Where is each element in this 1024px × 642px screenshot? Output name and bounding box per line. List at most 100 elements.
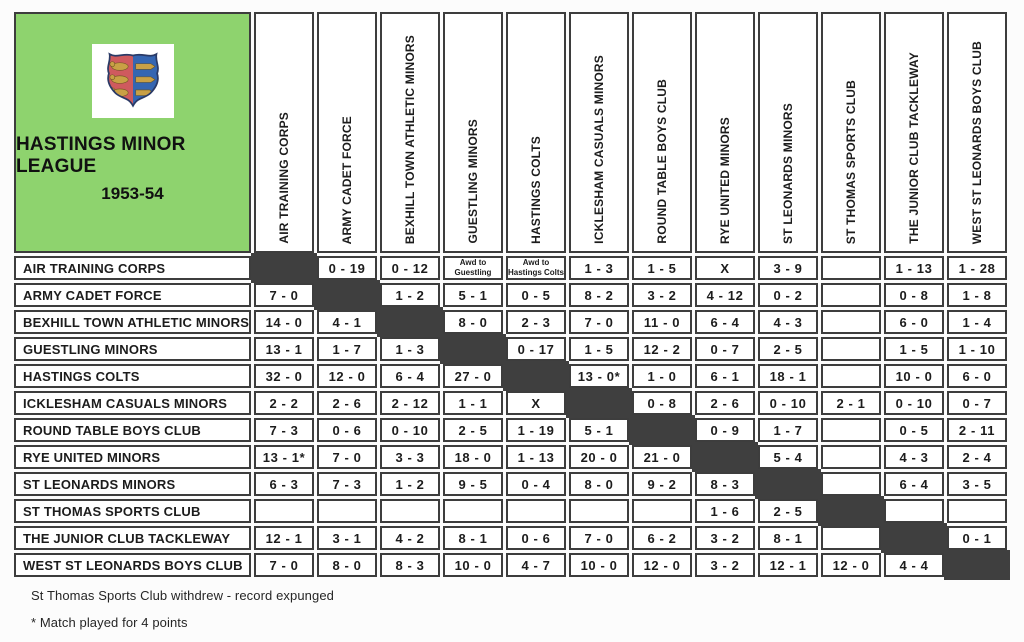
blank-result-cell: [821, 445, 881, 469]
row-team-label: HASTINGS COLTS: [23, 368, 140, 384]
result-cell: 8 - 0: [443, 310, 503, 334]
result-cell: 7 - 0: [254, 553, 314, 577]
result-cell: 2 - 1: [821, 391, 881, 415]
result-cell: 2 - 4: [947, 445, 1007, 469]
league-header-cell: HASTINGS MINOR LEAGUE 1953-54: [14, 12, 251, 253]
league-title: HASTINGS MINOR LEAGUE: [16, 134, 186, 177]
result-cell: 8 - 1: [443, 526, 503, 550]
result-cell: 6 - 4: [380, 364, 440, 388]
result-cell: 1 - 19: [506, 418, 566, 442]
diagonal-cell: [569, 391, 629, 415]
row-header: BEXHILL TOWN ATHLETIC MINORS: [14, 310, 251, 334]
blank-result-cell: [506, 499, 566, 523]
footnotes: St Thomas Sports Club withdrew - record …: [31, 588, 1007, 630]
result-cell: 3 - 1: [317, 526, 377, 550]
result-cell: 1 - 8: [947, 283, 1007, 307]
row-team-label: AIR TRAINING CORPS: [23, 260, 166, 276]
result-cell: 0 - 2: [758, 283, 818, 307]
blank-result-cell: [821, 337, 881, 361]
result-cell: 12 - 0: [632, 553, 692, 577]
diagonal-cell: [884, 526, 944, 550]
result-cell: 12 - 1: [254, 526, 314, 550]
diagonal-cell: [947, 553, 1007, 577]
result-cell: 8 - 3: [380, 553, 440, 577]
result-cell: 6 - 4: [695, 310, 755, 334]
column-header: GUESTLING MINORS: [443, 12, 503, 253]
row-team-label: GUESTLING MINORS: [23, 341, 158, 357]
row-header: THE JUNIOR CLUB TACKLEWAY: [14, 526, 251, 550]
column-header: ARMY CADET FORCE: [317, 12, 377, 253]
result-cell: 11 - 0: [632, 310, 692, 334]
row-header: GUESTLING MINORS: [14, 337, 251, 361]
note-asterisk: * Match played for 4 points: [31, 615, 188, 630]
result-cell: 9 - 5: [443, 472, 503, 496]
result-cell: 10 - 0: [884, 364, 944, 388]
blank-result-cell: [254, 499, 314, 523]
result-cell: 7 - 3: [317, 472, 377, 496]
blank-result-cell: [443, 499, 503, 523]
result-cell: 27 - 0: [443, 364, 503, 388]
diagonal-cell: [254, 256, 314, 280]
result-cell: 14 - 0: [254, 310, 314, 334]
column-team-label: ST THOMAS SPORTS CLUB: [844, 79, 858, 244]
blank-result-cell: [380, 499, 440, 523]
result-cell: 2 - 5: [758, 499, 818, 523]
result-cell: 1 - 4: [947, 310, 1007, 334]
result-cell: 2 - 5: [758, 337, 818, 361]
result-cell: 10 - 0: [569, 553, 629, 577]
diagonal-cell: [506, 364, 566, 388]
row-team-label: ARMY CADET FORCE: [23, 287, 162, 303]
column-team-label: RYE UNITED MINORS: [718, 117, 732, 244]
league-crest: [91, 44, 174, 118]
result-cell: 0 - 1: [947, 526, 1007, 550]
blank-result-cell: [821, 310, 881, 334]
column-team-label: BEXHILL TOWN ATHLETIC MINORS: [403, 34, 417, 244]
blank-result-cell: [632, 499, 692, 523]
diagonal-cell: [695, 445, 755, 469]
result-cell: 2 - 6: [695, 391, 755, 415]
result-cell: 5 - 1: [569, 418, 629, 442]
result-cell: 1 - 6: [695, 499, 755, 523]
result-cell: 4 - 2: [380, 526, 440, 550]
row-team-label: ICKLESHAM CASUALS MINORS: [23, 395, 228, 411]
awarded-result-cell: Awd to Guestling: [443, 256, 503, 280]
blank-result-cell: [884, 499, 944, 523]
result-cell: 0 - 12: [380, 256, 440, 280]
column-team-label: GUESTLING MINORS: [466, 119, 480, 244]
result-cell: 1 - 7: [758, 418, 818, 442]
awarded-result-cell: Awd to Hastings Colts: [506, 256, 566, 280]
result-cell: 2 - 6: [317, 391, 377, 415]
result-cell: 0 - 6: [506, 526, 566, 550]
column-team-label: WEST ST LEONARDS BOYS CLUB: [970, 40, 984, 244]
result-cell: 21 - 0: [632, 445, 692, 469]
result-cell: 3 - 2: [695, 526, 755, 550]
result-cell: 5 - 1: [443, 283, 503, 307]
column-header: AIR TRAINING CORPS: [254, 12, 314, 253]
result-cell: 12 - 0: [821, 553, 881, 577]
hastings-crest-icon: [106, 52, 159, 108]
result-cell: 1 - 2: [380, 472, 440, 496]
result-cell: 1 - 28: [947, 256, 1007, 280]
row-header: RYE UNITED MINORS: [14, 445, 251, 469]
result-cell: 6 - 4: [884, 472, 944, 496]
column-header: WEST ST LEONARDS BOYS CLUB: [947, 12, 1007, 253]
result-cell: 9 - 2: [632, 472, 692, 496]
diagonal-cell: [821, 499, 881, 523]
column-header: ROUND TABLE BOYS CLUB: [632, 12, 692, 253]
result-cell: 6 - 0: [884, 310, 944, 334]
blank-result-cell: [821, 418, 881, 442]
row-team-label: RYE UNITED MINORS: [23, 449, 161, 465]
result-cell: 1 - 3: [569, 256, 629, 280]
result-cell: 0 - 8: [632, 391, 692, 415]
result-cell: 12 - 0: [317, 364, 377, 388]
result-cell: 4 - 1: [317, 310, 377, 334]
column-header: ICKLESHAM CASUALS MINORS: [569, 12, 629, 253]
result-cell: 0 - 10: [758, 391, 818, 415]
result-cell: 5 - 4: [758, 445, 818, 469]
column-team-label: ICKLESHAM CASUALS MINORS: [592, 55, 606, 244]
league-season: 1953-54: [101, 184, 164, 203]
row-team-label: WEST ST LEONARDS BOYS CLUB: [23, 557, 243, 573]
result-cell: 7 - 0: [569, 310, 629, 334]
row-team-label: ROUND TABLE BOYS CLUB: [23, 422, 202, 438]
result-cell: 20 - 0: [569, 445, 629, 469]
